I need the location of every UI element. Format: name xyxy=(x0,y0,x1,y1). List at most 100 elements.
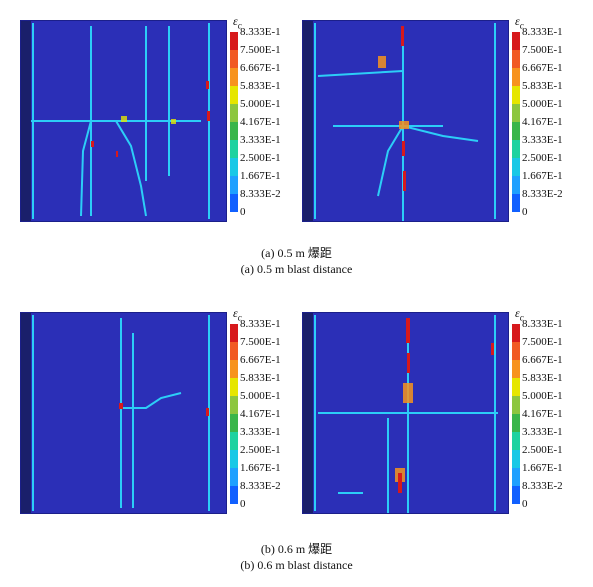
colorbar-swatch xyxy=(512,324,520,342)
colorbar-tick-label: 8.333E-2 xyxy=(240,480,281,492)
sim-b-right xyxy=(302,312,509,514)
colorbar-tick-label: 4.167E-1 xyxy=(522,408,563,420)
colorbar-swatch xyxy=(230,104,238,122)
colorbar-swatch xyxy=(230,432,238,450)
strain-symbol: εc xyxy=(515,14,524,31)
colorbar-swatch xyxy=(512,50,520,68)
colorbar-tick-label: 7.500E-1 xyxy=(522,44,563,56)
colorbar-swatch xyxy=(230,414,238,432)
colorbar-tick-label: 1.667E-1 xyxy=(522,170,563,182)
colorbar-tick-label: 5.000E-1 xyxy=(522,98,563,110)
colorbar-tick-label: 8.333E-2 xyxy=(522,188,563,200)
colorbar-swatch xyxy=(512,450,520,468)
colorbar-tick-label: 3.333E-1 xyxy=(240,426,281,438)
colorbar-tick-label: 1.667E-1 xyxy=(522,462,563,474)
colorbar-tick-label: 3.333E-1 xyxy=(522,426,563,438)
strain-symbol: εc xyxy=(233,306,242,323)
colorbar-tick-label: 2.500E-1 xyxy=(240,444,281,456)
colorbar-tick-label: 8.333E-1 xyxy=(522,318,563,330)
colorbar-tick-label: 4.167E-1 xyxy=(240,408,281,420)
colorbar-tick-label: 8.333E-2 xyxy=(240,188,281,200)
colorbar-tick-label: 8.333E-1 xyxy=(240,26,281,38)
colorbar-tick-label: 8.333E-2 xyxy=(522,480,563,492)
colorbar-swatch xyxy=(512,468,520,486)
caption-a-cn: (a) 0.5 m 爆距 xyxy=(261,246,332,260)
sim-a-right xyxy=(302,20,509,222)
colorbar-tick-label: 0 xyxy=(522,498,528,510)
colorbar-tick-label: 3.333E-1 xyxy=(522,134,563,146)
colorbar-swatch xyxy=(512,158,520,176)
colorbar-tick-label: 5.000E-1 xyxy=(240,98,281,110)
colorbar-swatch xyxy=(230,140,238,158)
strain-symbol: εc xyxy=(233,14,242,31)
colorbar-swatch xyxy=(230,378,238,396)
colorbar-tick-label: 7.500E-1 xyxy=(240,336,281,348)
colorbar-swatch xyxy=(512,396,520,414)
colorbar-swatch xyxy=(230,360,238,378)
caption-a-en: (a) 0.5 m blast distance xyxy=(240,262,353,276)
colorbar-b-left: εc 8.333E-1 7.500E-1 6.667E-1 5.833E-1 5.000… xyxy=(230,306,296,524)
colorbar-tick-label: 5.833E-1 xyxy=(522,372,563,384)
colorbar-swatch xyxy=(512,360,520,378)
colorbar-tick-label: 0 xyxy=(240,498,246,510)
colorbar-swatch xyxy=(230,158,238,176)
colorbar-b-right: εc 8.333E-1 7.500E-1 6.667E-1 5.833E-1 5.000… xyxy=(512,306,578,524)
colorbar-swatch xyxy=(512,140,520,158)
colorbar-tick-label: 5.000E-1 xyxy=(240,390,281,402)
colorbar-tick-label: 5.833E-1 xyxy=(240,80,281,92)
sim-b-left xyxy=(20,312,227,514)
colorbar-swatch xyxy=(512,432,520,450)
sim-a-left xyxy=(20,20,227,222)
colorbar-tick-label: 8.333E-1 xyxy=(522,26,563,38)
colorbar-swatch xyxy=(230,468,238,486)
crack-pattern-b-right xyxy=(303,313,508,513)
colorbar-swatch xyxy=(512,86,520,104)
colorbar-tick-label: 6.667E-1 xyxy=(522,62,563,74)
colorbar-swatch xyxy=(512,122,520,140)
colorbar-tick-label: 2.500E-1 xyxy=(522,152,563,164)
colorbar-a-right: εc 8.333E-1 7.500E-1 6.667E-1 5.833E-1 5.000… xyxy=(512,14,578,232)
crack-pattern-a-right xyxy=(303,21,508,221)
colorbar-tick-label: 3.333E-1 xyxy=(240,134,281,146)
colorbar-tick-label: 0 xyxy=(522,206,528,218)
colorbar-swatch xyxy=(230,396,238,414)
colorbar-tick-label: 1.667E-1 xyxy=(240,462,281,474)
colorbar-swatch xyxy=(230,32,238,50)
colorbar-a-left: εc 8.333E-1 7.500E-1 6.667E-1 5.833E-1 5.000… xyxy=(230,14,296,232)
colorbar-tick-label: 1.667E-1 xyxy=(240,170,281,182)
colorbar-swatch xyxy=(512,32,520,50)
colorbar-tick-label: 5.000E-1 xyxy=(522,390,563,402)
colorbar-swatch xyxy=(512,486,520,504)
colorbar-swatch xyxy=(512,68,520,86)
colorbar-swatch xyxy=(512,176,520,194)
colorbar-swatch xyxy=(230,68,238,86)
colorbar-swatch xyxy=(230,176,238,194)
colorbar-tick-label: 7.500E-1 xyxy=(522,336,563,348)
colorbar-swatch xyxy=(230,50,238,68)
colorbar-swatch xyxy=(230,450,238,468)
crack-pattern-b-left xyxy=(21,313,226,513)
colorbar-swatch xyxy=(230,324,238,342)
colorbar-tick-label: 5.833E-1 xyxy=(522,80,563,92)
colorbar-tick-label: 4.167E-1 xyxy=(240,116,281,128)
caption-b-en: (b) 0.6 m blast distance xyxy=(240,558,353,572)
colorbar-tick-label: 6.667E-1 xyxy=(522,354,563,366)
colorbar-swatch xyxy=(512,378,520,396)
colorbar-swatch xyxy=(512,104,520,122)
colorbar-tick-label: 8.333E-1 xyxy=(240,318,281,330)
strain-symbol: εc xyxy=(515,306,524,323)
crack-pattern-a-left xyxy=(21,21,226,221)
caption-b-cn: (b) 0.6 m 爆距 xyxy=(260,542,333,556)
colorbar-tick-label: 2.500E-1 xyxy=(240,152,281,164)
colorbar-tick-label: 4.167E-1 xyxy=(522,116,563,128)
colorbar-tick-label: 0 xyxy=(240,206,246,218)
colorbar-swatch xyxy=(230,86,238,104)
colorbar-swatch xyxy=(230,342,238,360)
colorbar-tick-label: 6.667E-1 xyxy=(240,354,281,366)
colorbar-swatch xyxy=(512,194,520,212)
colorbar-tick-label: 7.500E-1 xyxy=(240,44,281,56)
colorbar-swatch xyxy=(512,414,520,432)
colorbar-tick-label: 2.500E-1 xyxy=(522,444,563,456)
colorbar-tick-label: 6.667E-1 xyxy=(240,62,281,74)
colorbar-swatch xyxy=(230,486,238,504)
